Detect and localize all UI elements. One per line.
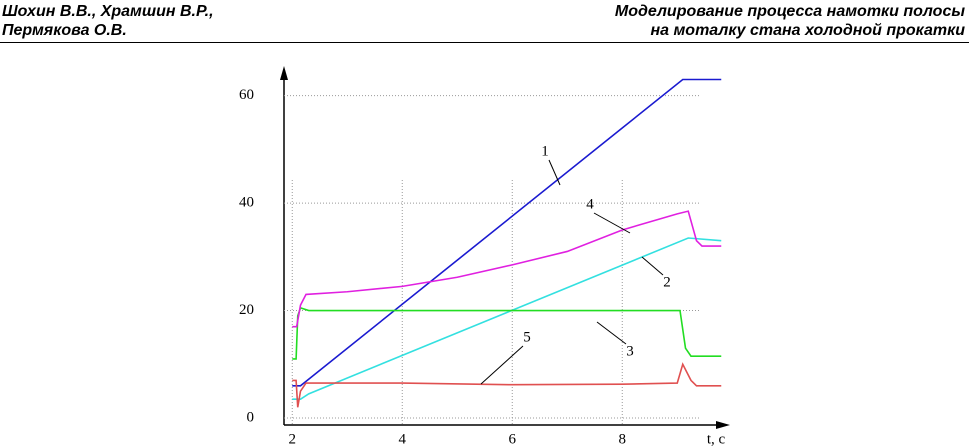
curve xyxy=(292,306,722,360)
x-tick-label: 4 xyxy=(399,431,407,447)
curve-label: 2 xyxy=(663,274,671,290)
y-tick-label: 20 xyxy=(239,302,254,318)
author: Шохин В.В., Храмшин В.Р., xyxy=(2,3,214,20)
curve xyxy=(292,362,722,408)
curve-label: 3 xyxy=(626,343,634,359)
curve-label: 1 xyxy=(541,143,549,159)
y-tick-label: 40 xyxy=(239,195,254,211)
y-tick-label: 0 xyxy=(247,409,255,425)
x-tick-label: 8 xyxy=(619,431,627,447)
x-tick-label: 2 xyxy=(289,431,297,447)
curve xyxy=(292,78,722,387)
leader-line xyxy=(593,212,631,234)
paper-title: на моталку стана холодной прокатки xyxy=(650,22,965,39)
curve xyxy=(292,237,722,401)
paper-title: Моделирование процесса намотки полосы xyxy=(614,3,965,20)
leader-line xyxy=(480,345,524,385)
x-tick-label: 6 xyxy=(509,431,517,447)
y-tick-label: 60 xyxy=(239,87,254,103)
x-arrow xyxy=(716,421,730,429)
leader-line xyxy=(641,256,664,276)
curve xyxy=(292,210,722,328)
header-left: Шохин В.В., Храмшин В.Р., Пермякова О.В. xyxy=(2,2,214,40)
curve-label: 5 xyxy=(523,329,531,345)
header-rule xyxy=(0,42,969,43)
author: Пермякова О.В. xyxy=(2,22,127,39)
curve-label: 4 xyxy=(586,196,594,212)
leader-line xyxy=(548,159,561,186)
leader-line xyxy=(596,321,627,345)
header-right: Моделирование процесса намотки полосы на… xyxy=(615,2,965,40)
x-label: t, c xyxy=(707,431,726,447)
y-arrow xyxy=(280,66,288,80)
